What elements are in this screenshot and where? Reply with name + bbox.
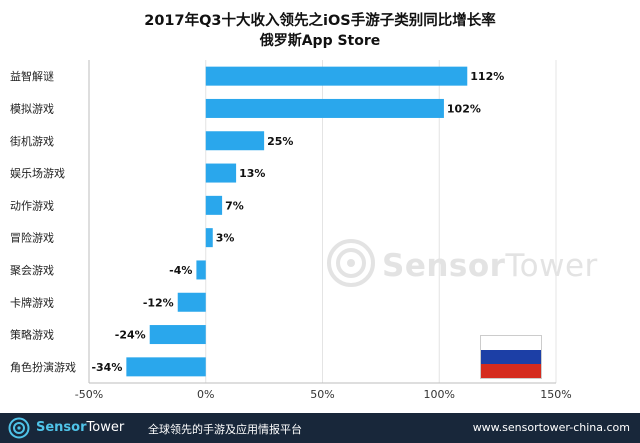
footer-brand: SensorTower bbox=[36, 420, 125, 435]
bar bbox=[205, 195, 223, 215]
data-label: -4% bbox=[169, 264, 192, 277]
russia-flag-icon bbox=[480, 335, 542, 379]
category-label: 动作游戏 bbox=[10, 199, 54, 212]
data-label: -24% bbox=[115, 329, 146, 342]
category-label: 娱乐场游戏 bbox=[10, 166, 65, 180]
bar bbox=[149, 325, 206, 345]
data-label: 3% bbox=[216, 232, 235, 245]
sensortower-logo-icon bbox=[8, 417, 30, 439]
data-label: 112% bbox=[470, 70, 504, 83]
category-label: 策略游戏 bbox=[10, 328, 54, 342]
data-label: 7% bbox=[225, 199, 244, 212]
bar bbox=[126, 357, 206, 377]
x-tick-label: 100% bbox=[424, 388, 455, 401]
footer-tagline: 全球领先的手游及应用情报平台 bbox=[148, 423, 302, 436]
bar bbox=[196, 260, 206, 280]
category-label: 模拟游戏 bbox=[10, 101, 54, 115]
category-label: 聚会游戏 bbox=[10, 264, 54, 277]
chart-title: 2017年Q3十大收入领先之iOS手游子类别同比增长率 bbox=[144, 13, 496, 29]
category-label: 益智解谜 bbox=[10, 69, 54, 83]
x-tick-label: 150% bbox=[540, 388, 571, 401]
data-label: 25% bbox=[267, 135, 293, 148]
bar bbox=[205, 163, 237, 183]
category-label: 角色扮演游戏 bbox=[10, 360, 76, 374]
bar bbox=[205, 228, 213, 248]
bar-chart: -50% 0% 50% 100% 150% 益智解谜 112% 模拟游戏 102% 街机游戏 25%… bbox=[10, 60, 572, 401]
bar bbox=[205, 131, 265, 151]
x-tick-label: -50% bbox=[75, 388, 103, 401]
x-tick-label: 50% bbox=[310, 388, 334, 401]
data-label: -34% bbox=[91, 361, 122, 374]
bar bbox=[177, 292, 206, 312]
bar bbox=[205, 66, 468, 86]
category-label: 冒险游戏 bbox=[10, 231, 54, 245]
x-tick-label: 0% bbox=[197, 388, 214, 401]
data-label: 13% bbox=[239, 167, 265, 180]
bar bbox=[205, 98, 444, 118]
category-label: 街机游戏 bbox=[10, 134, 54, 148]
footer-bar: SensorTower 全球领先的手游及应用情报平台 www.sensortow… bbox=[0, 413, 640, 443]
category-label: 卡牌游戏 bbox=[10, 295, 54, 309]
data-label: 102% bbox=[447, 102, 481, 115]
footer-url[interactable]: www.sensortower-china.com bbox=[472, 421, 630, 434]
watermark-brand: SensorTower bbox=[382, 248, 598, 284]
data-label: -12% bbox=[143, 296, 174, 309]
chart-subtitle: 俄罗斯App Store bbox=[259, 33, 381, 49]
watermark-logo-icon bbox=[327, 239, 375, 287]
